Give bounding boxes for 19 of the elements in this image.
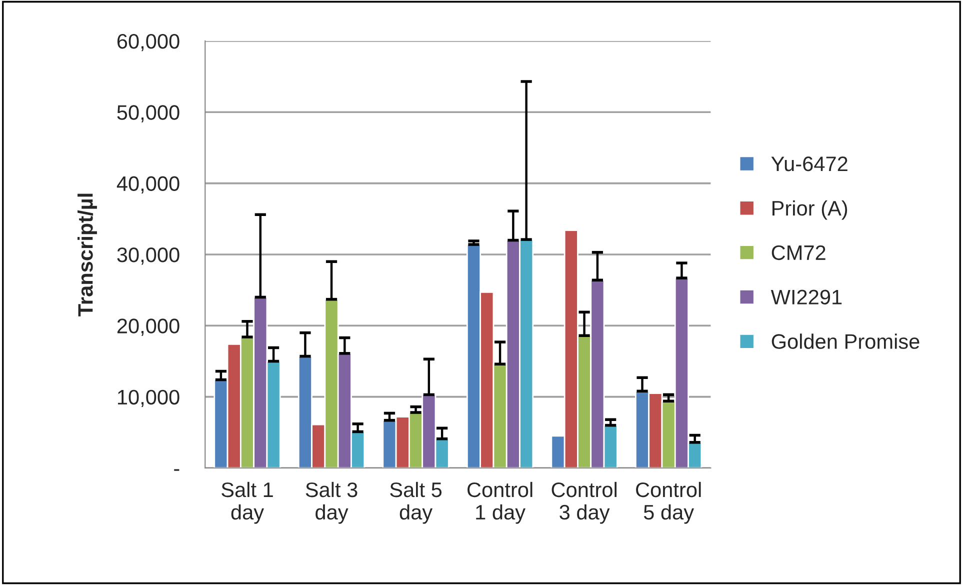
- legend-label: CM72: [772, 245, 826, 260]
- x-tick-label: Control 1 day: [468, 482, 532, 524]
- y-tick-label: 50,000: [117, 105, 180, 122]
- x-tick-label: Control 5 day: [636, 482, 701, 524]
- y-tick-label: 10,000: [118, 390, 180, 408]
- y-axis-title: Transcript/µl: [78, 194, 97, 316]
- y-tick-label: 40,000: [116, 176, 180, 194]
- legend-label: Prior (A): [772, 200, 848, 220]
- x-tick-label: Control 3 day: [552, 482, 616, 524]
- x-tick-label: Salt 1 day: [222, 482, 273, 524]
- x-tick-label: Salt 3 day: [306, 482, 358, 524]
- y-tick-label: 60,000: [117, 34, 180, 52]
- legend-label: WI2291: [770, 290, 842, 304]
- legend-label: Golden Promise: [772, 334, 920, 349]
- y-tick-label: 20,000: [117, 318, 180, 336]
- y-tick-label: -: [174, 469, 180, 471]
- x-tick-label: Salt 5 day: [390, 482, 442, 524]
- legend-label: Yu-6472: [771, 156, 848, 172]
- y-tick-label: 30,000: [117, 247, 180, 265]
